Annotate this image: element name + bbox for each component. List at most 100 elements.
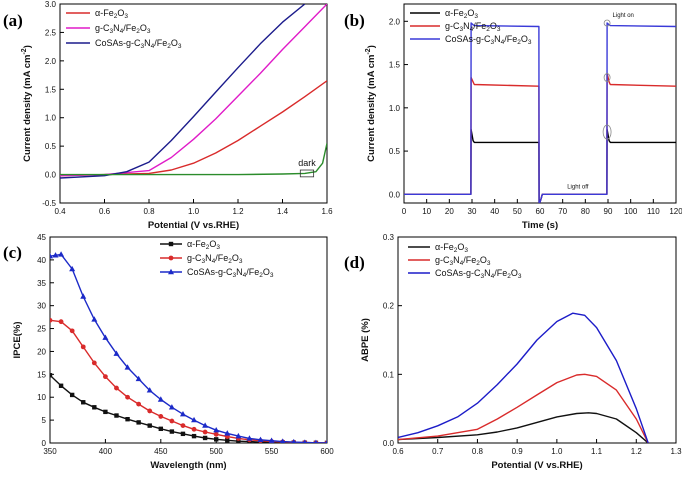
panel-label: (a) xyxy=(3,11,23,30)
data-point xyxy=(58,251,65,257)
plot-frame xyxy=(49,236,328,444)
transient-marker xyxy=(603,73,611,82)
data-point xyxy=(325,439,327,443)
x-tick-label: 100 xyxy=(624,207,638,216)
data-point xyxy=(213,426,220,433)
data-point xyxy=(50,253,53,259)
panel-d: 0.6 0.7 0.8 0.9 1.0 1.1 1.2 1.3 0.0 0.1 0.2 0.3 Pote… xyxy=(344,233,682,471)
data-point xyxy=(180,423,186,429)
x-tick-label: 1.2 xyxy=(232,207,244,216)
legend-label: g-C3N4/Fe2O3 xyxy=(187,253,243,265)
x-tick-label: 1.4 xyxy=(277,207,289,216)
panel-c: 350 400 450 500 550 600 0 5 10 15 20 25 30 35 40 45 Wave… xyxy=(3,233,334,471)
panel-label: (d) xyxy=(344,253,365,272)
x-tick-label: 0.8 xyxy=(472,447,484,456)
data-point xyxy=(191,433,197,439)
x-tick-label: 40 xyxy=(490,207,499,216)
x-tick-label: 10 xyxy=(422,207,431,216)
data-point xyxy=(291,438,297,443)
data-point xyxy=(113,350,120,356)
panel-b: 0 10 20 30 40 50 60 70 80 90 100 110 120 0.0 0.5 1.0 1.5… xyxy=(344,3,682,231)
data-point xyxy=(103,374,108,380)
data-point xyxy=(280,438,286,443)
y-tick-label: 1.0 xyxy=(45,114,57,123)
legend-label: CoSAs-g-C3N4/Fe2O3 xyxy=(95,38,182,50)
x-tick-label: 0.6 xyxy=(99,207,111,216)
data-point xyxy=(268,437,275,443)
y-tick-label: 35 xyxy=(37,279,46,288)
x-tick-label: 0.7 xyxy=(432,447,444,456)
data-point xyxy=(114,413,119,418)
legend-label: g-C3N4/Fe2O3 xyxy=(95,23,151,35)
data-point xyxy=(169,418,175,424)
y-tick-label: 1.0 xyxy=(389,104,401,113)
x-axis-label: Wavelength (nm) xyxy=(150,460,226,471)
data-point xyxy=(191,426,197,432)
series-line xyxy=(398,412,649,443)
series-line xyxy=(60,4,327,177)
data-point xyxy=(58,319,64,325)
series-group xyxy=(404,22,676,203)
data-point xyxy=(69,392,75,398)
series-line xyxy=(50,374,327,443)
data-point xyxy=(224,430,231,436)
x-tick-label: 550 xyxy=(265,447,279,456)
y-tick-label: 10 xyxy=(37,393,46,402)
y-axis-label: ABPE (%) xyxy=(360,318,371,362)
series-line xyxy=(60,80,327,177)
legend-label: CoSAs-g-C3N4/Fe2O3 xyxy=(435,268,522,280)
series-line xyxy=(60,143,327,176)
data-point xyxy=(257,436,264,442)
series-line xyxy=(50,253,327,443)
x-tick-label: 30 xyxy=(468,207,477,216)
x-tick-label: 20 xyxy=(445,207,454,216)
y-tick-label: -0.5 xyxy=(42,199,56,208)
x-tick-label: 110 xyxy=(647,207,660,216)
legend-label: α-Fe2O3 xyxy=(445,8,478,20)
series-group xyxy=(50,251,327,443)
data-point xyxy=(147,423,152,428)
x-tick-label: 1.2 xyxy=(631,447,643,456)
dark-annotation: dark xyxy=(298,158,316,168)
y-tick-label: 0.0 xyxy=(389,190,401,199)
series-line xyxy=(404,72,676,203)
y-tick-label: 0.0 xyxy=(383,439,395,448)
x-tick-label: 1.6 xyxy=(321,207,333,216)
series-line xyxy=(404,128,676,203)
x-tick-label: 450 xyxy=(154,447,168,456)
series-line xyxy=(60,4,306,179)
series-group xyxy=(60,4,327,179)
plot-frame xyxy=(397,236,677,444)
x-axis-label: Potential (V vs.RHE) xyxy=(148,220,239,231)
x-tick-label: 80 xyxy=(581,207,590,216)
data-point xyxy=(91,360,97,366)
y-tick-label: 45 xyxy=(37,233,46,242)
data-point xyxy=(92,405,97,410)
data-point xyxy=(58,383,64,388)
data-point xyxy=(124,364,131,370)
legend-label: α-Fe2O3 xyxy=(435,242,468,254)
data-point xyxy=(202,422,209,428)
data-point xyxy=(180,431,186,437)
legend-label: g-C3N4/Fe2O3 xyxy=(435,255,491,267)
series-line xyxy=(50,319,327,443)
x-tick-label: 400 xyxy=(99,447,113,456)
x-tick-label: 0 xyxy=(402,207,407,216)
x-tick-label: 1.0 xyxy=(188,207,200,216)
y-tick-label: 25 xyxy=(37,325,46,334)
data-point xyxy=(157,396,164,402)
x-tick-label: 90 xyxy=(604,207,613,216)
data-point xyxy=(125,416,130,422)
x-tick-label: 1.0 xyxy=(551,447,563,456)
light-on-label: Light on xyxy=(613,13,634,19)
y-tick-label: 0.5 xyxy=(389,147,401,156)
data-point xyxy=(69,265,76,272)
data-point xyxy=(213,431,219,437)
data-point xyxy=(50,317,53,323)
series-line xyxy=(398,373,649,443)
transient-marker xyxy=(602,124,612,140)
data-point xyxy=(169,429,175,434)
x-tick-label: 600 xyxy=(320,447,334,456)
y-tick-label: 0 xyxy=(42,439,47,448)
